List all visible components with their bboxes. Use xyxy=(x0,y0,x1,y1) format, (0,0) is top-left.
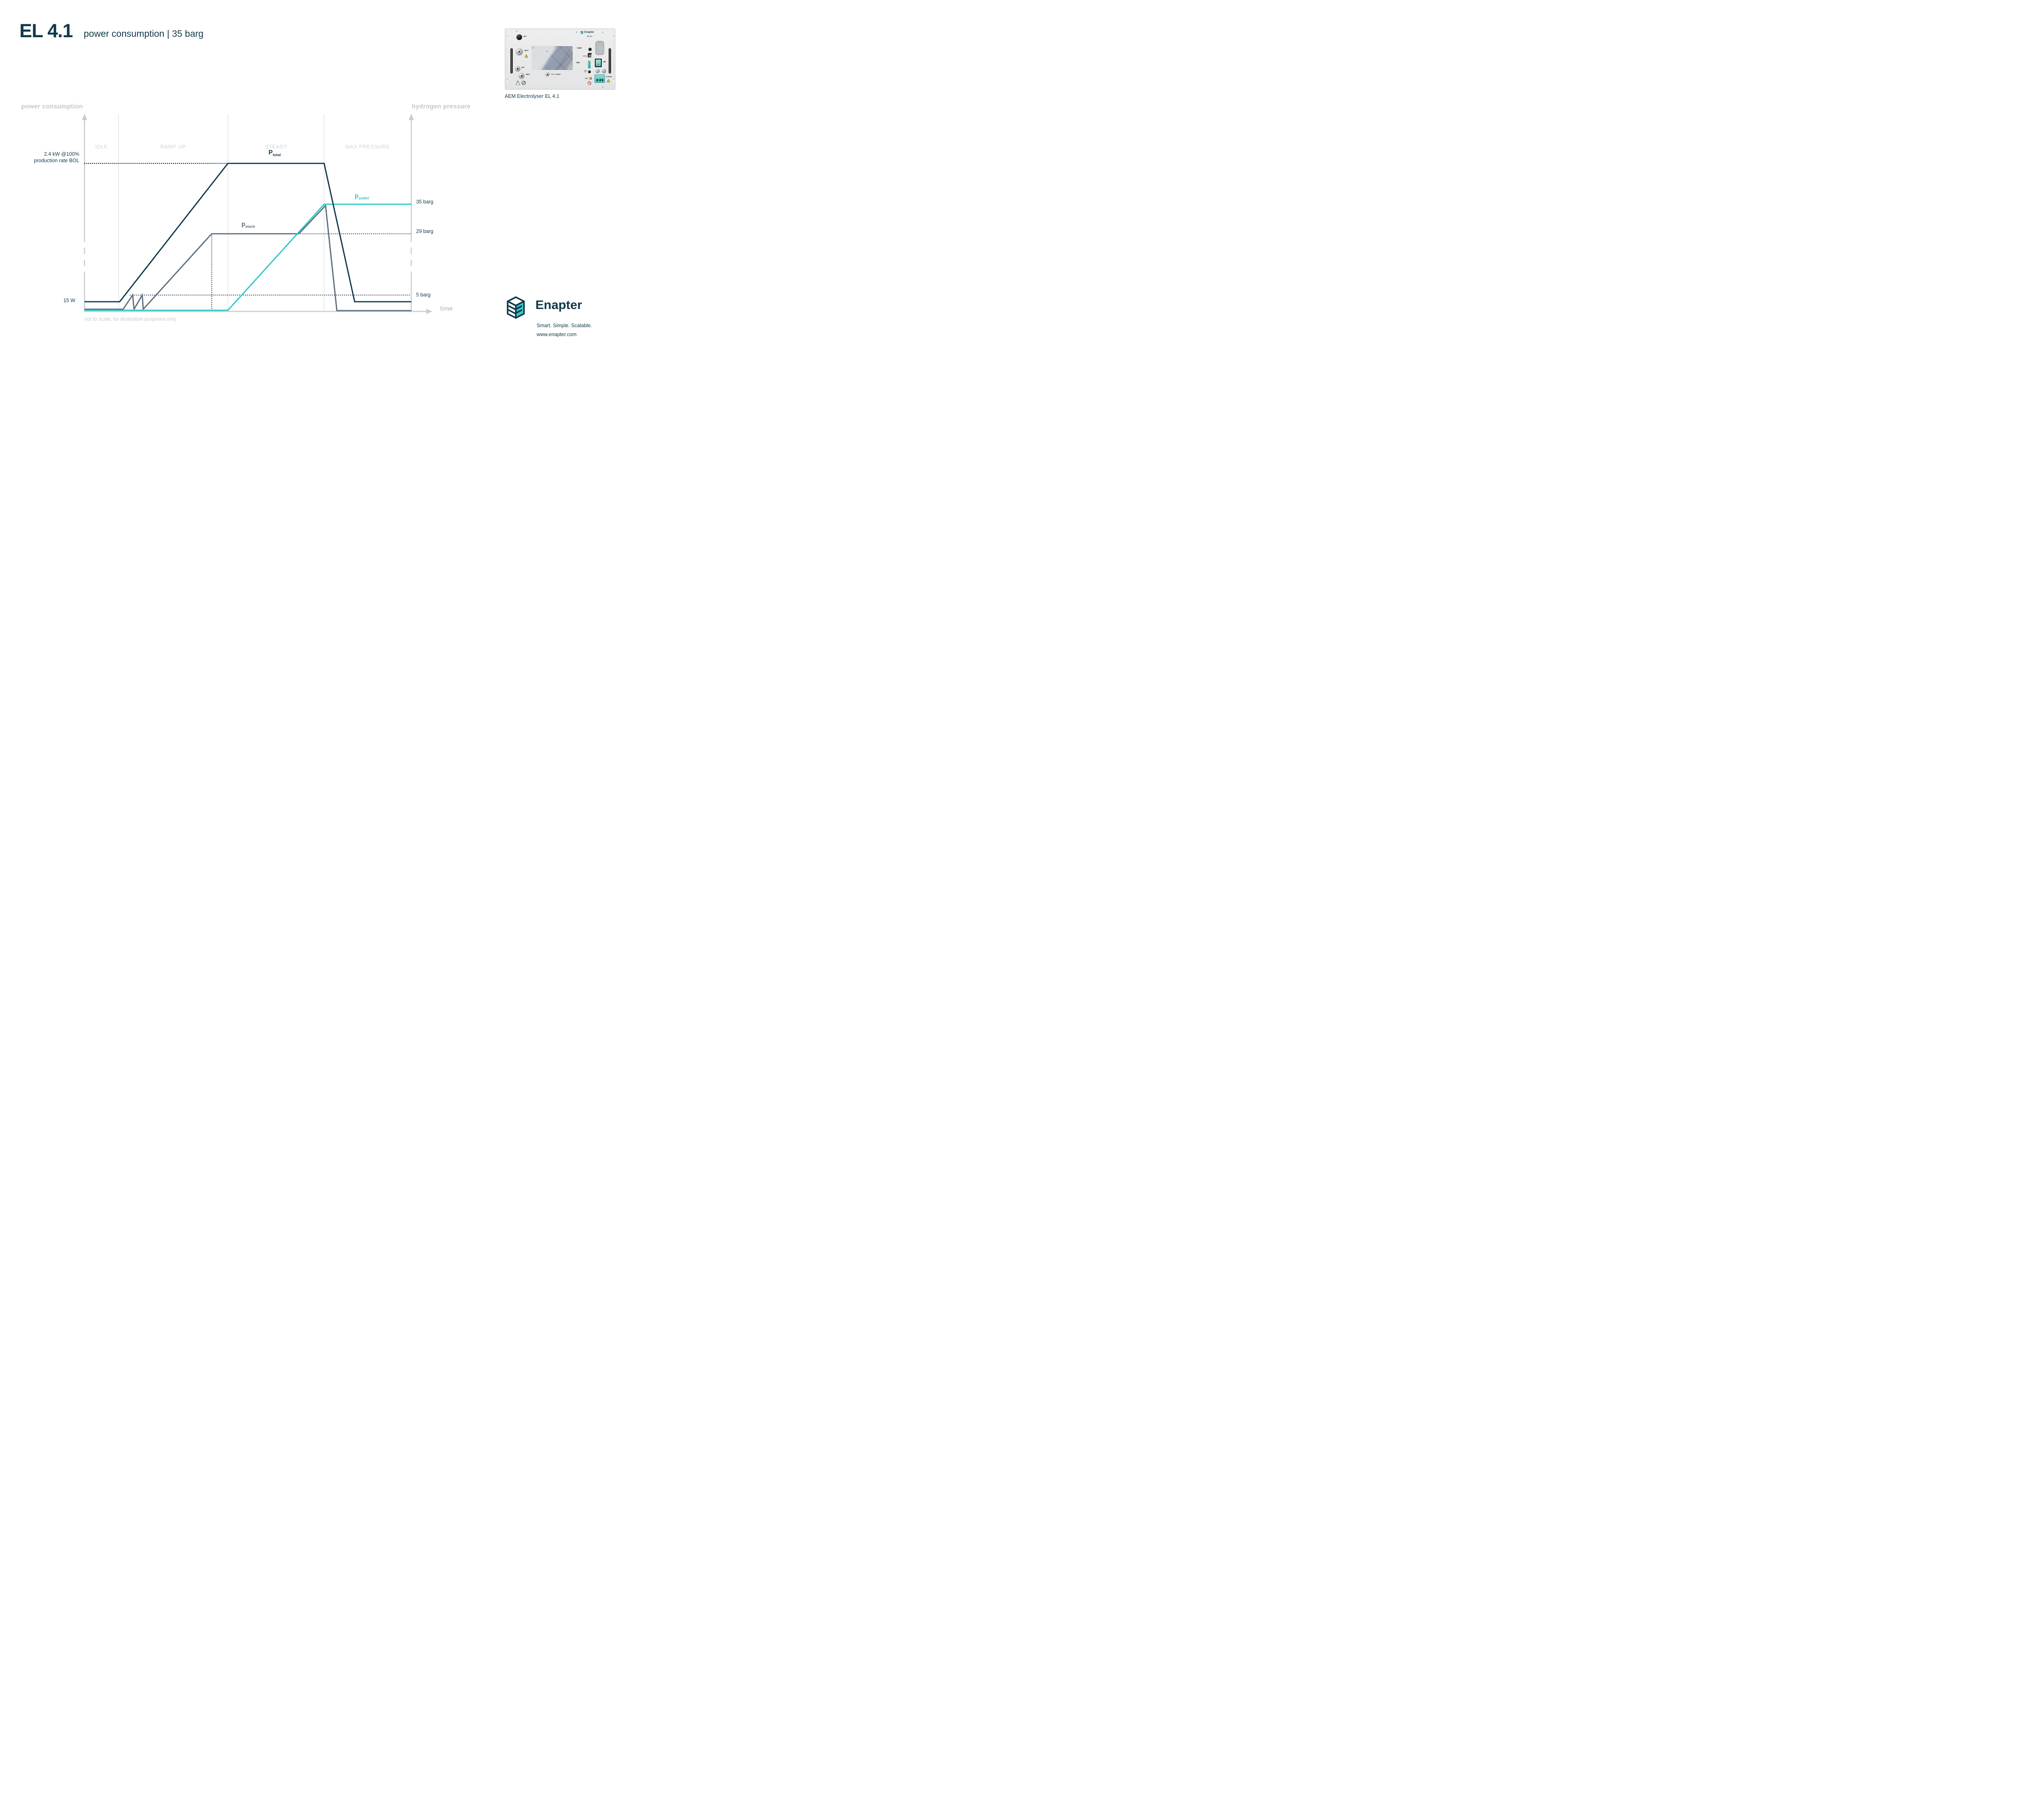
caution-icon: ! xyxy=(516,80,520,85)
page-title: EL 4.1 xyxy=(19,20,73,41)
footer-url: www.enapter.com xyxy=(537,332,577,337)
fill-drain-label: FILL / DRAIN xyxy=(551,73,561,75)
round-connector xyxy=(601,68,606,73)
ant-label: ANT. xyxy=(585,78,588,79)
h2-vent-port xyxy=(518,73,525,79)
series-label-p-stack-sub: stack xyxy=(245,224,255,229)
mounting-hole xyxy=(613,35,615,39)
enapter-logo-icon xyxy=(507,296,525,319)
o2-vent-port xyxy=(516,48,523,55)
main-grille xyxy=(532,46,573,70)
annotation-stack-pressure: 29 barg xyxy=(416,229,434,234)
warning-electric-icon xyxy=(607,79,610,82)
right-axis-title: hydrogen pressure xyxy=(412,103,471,110)
screw-icon xyxy=(516,31,517,32)
no-touch-icon xyxy=(588,81,591,85)
series-label-p-total-main: P xyxy=(269,149,273,156)
x-axis-title: time xyxy=(440,305,453,312)
annotation-max-power: 2.4 kW @100% production rate BOL xyxy=(16,151,79,164)
panel-brand-label: Enapter xyxy=(584,30,594,34)
no-valve-adjust-icon xyxy=(522,81,526,85)
mounting-hole xyxy=(506,78,508,83)
mounting-hole xyxy=(613,78,615,83)
footer-tagline: Smart. Simple. Scalable. xyxy=(537,323,592,328)
series-label-p-outlet-main: p xyxy=(355,193,359,199)
screw-icon xyxy=(576,32,577,33)
page: EL 4.1 power consumption | 35 barg power… xyxy=(0,0,634,357)
footer-brand: Enapter xyxy=(535,298,582,312)
power-label: POWER xyxy=(606,76,612,78)
left-handle xyxy=(510,48,513,74)
screw-icon xyxy=(602,32,603,33)
h2o-in-port xyxy=(516,34,522,40)
page-subtitle: power consumption | 35 barg xyxy=(84,28,204,39)
annotation-idle-power: 15 W xyxy=(63,298,75,303)
product-caption: AEM Electrolyser EL 4.1 xyxy=(505,93,560,99)
series-label-p-stack-main: p xyxy=(241,221,245,228)
antenna-connector xyxy=(589,77,592,80)
right-handle xyxy=(608,48,611,74)
wifi-icon xyxy=(584,70,587,73)
status-led-bar xyxy=(588,53,592,54)
chart-disclaimer: not to scale, for illustration purposes … xyxy=(85,316,176,322)
panel-model-label: EL 4.1 xyxy=(587,35,592,37)
dry-contact-connector xyxy=(588,61,590,68)
ethernet-port xyxy=(588,54,591,57)
series-label-p-outlet-sub: outlet xyxy=(358,196,369,201)
side-grille xyxy=(595,41,604,55)
product-image-el41-front-panel: H₂O IN O₂ VENT H₂ OUT H₂ VENT ! FILL / DRAIN… xyxy=(505,28,615,90)
start-stop-button xyxy=(588,48,592,51)
round-connector xyxy=(595,68,600,73)
left-axis-title: power consumption xyxy=(21,103,83,110)
h2-out-port xyxy=(515,66,520,72)
series-label-p-stack: pstack xyxy=(241,221,255,229)
phase-label-max-pressure: MAX PRESSURE xyxy=(345,144,390,150)
eth-label: ETH. xyxy=(583,55,587,57)
mounting-hole xyxy=(506,35,508,39)
series-label-p-total-sub: total xyxy=(273,153,281,158)
enapter-logo-icon-small xyxy=(580,30,583,34)
annotation-max-power-line2: production rate BOL xyxy=(34,157,79,163)
series-label-p-outlet: poutlet xyxy=(355,193,369,201)
screw-icon xyxy=(602,86,603,87)
annotation-min-pressure: 5 barg xyxy=(416,292,431,298)
series-label-p-total: Ptotal xyxy=(269,150,281,157)
annotation-max-power-line1: 2.4 kW @100% xyxy=(44,151,79,157)
phase-label-idle: IDLE xyxy=(95,144,108,150)
fill-drain-port xyxy=(545,72,550,76)
chart-canvas xyxy=(82,114,432,314)
power-connector xyxy=(594,74,605,83)
wifi-antenna-connector xyxy=(588,70,591,73)
warning-hot-surface-icon xyxy=(525,55,528,57)
phase-label-steady: STEADY xyxy=(265,144,288,150)
phase-label-ramp-up: RAMP UP xyxy=(160,144,186,150)
annotation-outlet-pressure: 35 barg xyxy=(416,199,434,205)
